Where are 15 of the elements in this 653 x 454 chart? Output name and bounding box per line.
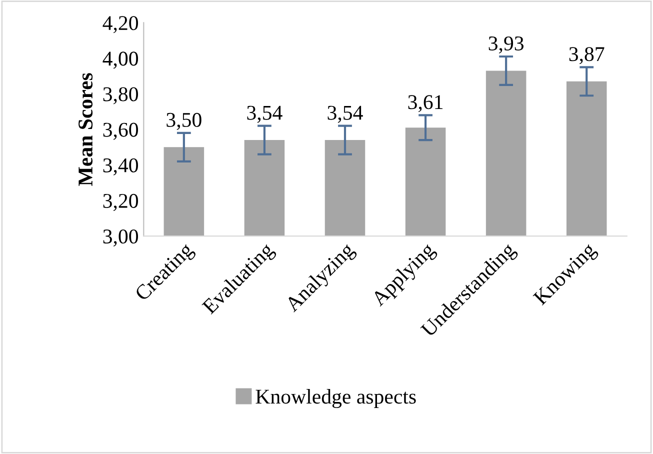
y-tick-label: 3,20: [103, 194, 138, 211]
y-tick-label: 3,60: [103, 122, 138, 140]
y-tick-label: 3,80: [103, 87, 138, 104]
data-label: 3,50: [166, 112, 202, 130]
data-label: 3,54: [328, 106, 363, 123]
y-tick-label: 3,00: [103, 229, 138, 247]
data-label: 3,87: [569, 47, 604, 64]
y-tick-label: 3,40: [103, 158, 138, 176]
legend-label: Knowledge aspects: [256, 389, 416, 408]
y-tick-label: 4,20: [102, 16, 138, 34]
data-label: 3,93: [488, 36, 524, 54]
data-label: 3,61: [408, 95, 443, 112]
y-axis-title: Mean Scores: [78, 73, 93, 186]
y-tick-label: 4,00: [102, 52, 138, 69]
data-label: 3,54: [247, 106, 282, 123]
